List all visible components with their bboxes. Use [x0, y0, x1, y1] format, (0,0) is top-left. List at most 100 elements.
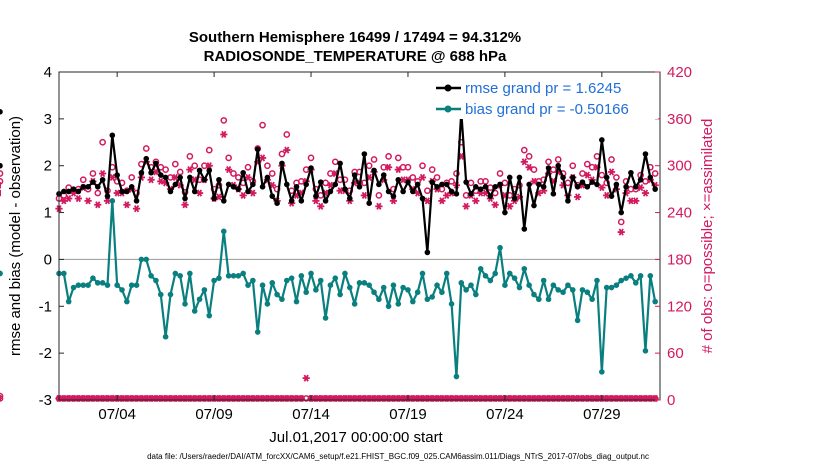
obs-assimilated-low-marker-stroke: [221, 394, 227, 403]
obs-possible-marker: [171, 160, 179, 168]
obs-assimilated-low-marker-stroke: [371, 394, 377, 403]
rmse-series-point: [99, 176, 106, 183]
obs-possible-marker: [419, 162, 426, 170]
obs-possible-marker: [385, 152, 392, 160]
obs-assimilated-marker-stroke: [75, 194, 81, 203]
obs-assimilated-low-marker-stroke: [560, 394, 566, 403]
rmse-series-point: [128, 184, 135, 190]
bias-series-point: [211, 277, 217, 284]
bias-series-point: [225, 273, 232, 279]
obs-assimilated-marker: [123, 201, 131, 209]
rmse-series-point: [531, 202, 537, 209]
obs-assimilated-marker-stroke: [526, 163, 532, 171]
rmse-series-point: [361, 151, 368, 157]
legend-box: [432, 77, 658, 119]
bias-series-point: [85, 282, 91, 289]
rmse-series-point: [245, 188, 251, 195]
rmse-series-point: [337, 160, 343, 167]
bias-series-point: [254, 329, 261, 335]
chart-title: Southern Hemisphere 16499 / 17494 = 94.3…: [189, 29, 521, 46]
obs-assimilated-marker: [244, 173, 252, 181]
series-layer: [0, 109, 659, 403]
bias-series-point: [482, 273, 489, 279]
rmse-series-point: [439, 181, 445, 188]
rmse-series-point: [274, 200, 280, 206]
bias-series-point: [584, 289, 591, 296]
obs-possible-marker: [569, 162, 577, 170]
bias-series-point: [283, 277, 290, 284]
obs-assimilated-marker-stroke: [584, 171, 590, 179]
rmse-series-point: [628, 169, 634, 176]
bias-series-point: [327, 282, 334, 289]
bias-series-point: [424, 296, 431, 303]
bias-series-point: [274, 291, 280, 298]
obs-assimilated-low-marker-stroke: [255, 394, 261, 403]
bias-series-point: [448, 301, 455, 307]
rmse-series-point: [269, 193, 276, 199]
obs-assimilated-marker-stroke: [332, 169, 338, 178]
bias-series-point: [536, 296, 542, 303]
rmse-series-point: [565, 198, 571, 204]
bias-series-point: [104, 282, 111, 289]
bias-series-point: [405, 287, 411, 293]
obs-assimilated-low-marker-stroke: [289, 394, 295, 403]
obs-assimilated-marker: [617, 228, 625, 236]
obs-assimilated-low-marker-stroke: [293, 394, 300, 403]
bias-series-point: [191, 308, 198, 314]
rmse-series-point: [172, 181, 179, 188]
rmse-series-point: [80, 184, 87, 190]
rmse-series-point: [220, 198, 227, 204]
obs-possible-marker: [613, 174, 620, 181]
rmse-series-point: [647, 174, 654, 181]
obs-assimilated-marker: [205, 162, 213, 170]
bias-series-point: [259, 282, 266, 289]
bias-series-point: [308, 270, 314, 277]
obs-assimilated-marker-stroke: [158, 177, 164, 185]
rmse-series-point: [104, 193, 111, 199]
obs-assimilated-marker: [258, 154, 267, 162]
rmse-series-point: [429, 179, 436, 185]
obs-assimilated-low-marker-stroke: [347, 394, 353, 403]
obs-assimilated-low-marker-stroke: [85, 394, 91, 403]
rmse-series-point: [652, 186, 658, 192]
obs-possible-marker: [268, 170, 276, 177]
obs-assimilated-low-marker-stroke: [390, 394, 397, 403]
rmse-series-point: [487, 193, 494, 199]
bias-series-point: [0, 270, 3, 277]
bias-series-point: [288, 275, 295, 281]
rmse-series-point: [191, 188, 198, 195]
rmse-series-point: [283, 181, 290, 188]
bias-series-point: [351, 301, 358, 307]
bias-series-point: [526, 282, 532, 289]
rmse-series-point: [119, 188, 125, 195]
rmse-series-point: [177, 174, 183, 181]
obs-possible-marker: [99, 138, 106, 146]
y2-axis-label: # of obs: o=possible; ×=assimilated: [699, 119, 716, 354]
obs-assimilated-low-marker-stroke: [230, 394, 237, 403]
obs-assimilated-marker-stroke: [114, 189, 120, 197]
y2-tick-label: 420: [667, 64, 692, 81]
obs-assimilated-marker: [317, 202, 325, 210]
bias-series-point: [473, 291, 479, 298]
rmse-series-point: [424, 249, 431, 256]
obs-assimilated-low-marker-stroke: [386, 394, 392, 403]
bias-series-point: [172, 270, 179, 277]
rmse-series-point: [516, 174, 523, 181]
obs-assimilated-marker-stroke: [419, 173, 426, 181]
obs-possible-marker: [89, 170, 97, 177]
rmse-series-point: [303, 181, 309, 188]
obs-assimilated-low-marker-stroke: [482, 394, 489, 403]
obs-assimilated-marker-stroke: [133, 205, 140, 213]
bias-series-point: [187, 270, 193, 277]
obs-possible-marker: [370, 156, 378, 163]
rmse-series-point: [366, 200, 372, 206]
obs-assimilated-low-marker-stroke: [633, 394, 639, 403]
obs-assimilated-marker-stroke: [439, 197, 445, 205]
obs-assimilated-marker-stroke: [531, 177, 537, 185]
obs-possible-marker: [651, 170, 659, 177]
obs-assimilated-low-marker-stroke: [410, 394, 416, 403]
obs-assimilated-marker-stroke: [245, 173, 251, 181]
x-tick-label: 07/24: [486, 406, 524, 423]
obs-assimilated-low-marker-stroke: [497, 394, 503, 403]
